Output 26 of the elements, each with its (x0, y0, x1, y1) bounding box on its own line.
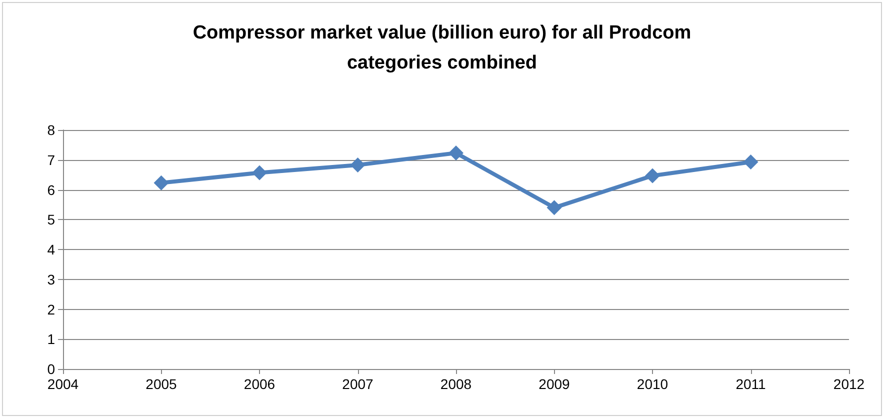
point (448, 146, 464, 161)
point (645, 168, 660, 184)
point (743, 154, 758, 170)
y-tick-label: 0 (47, 361, 56, 377)
y-tick-label: 6 (47, 182, 56, 198)
point (154, 175, 169, 190)
x-tick-label: 2007 (342, 376, 374, 392)
point (350, 157, 366, 172)
y-tick-label: 7 (47, 152, 56, 168)
y-tick-label: 8 (47, 122, 56, 138)
y-tick-label: 1 (47, 331, 56, 348)
x-tick-label: 2010 (636, 376, 668, 392)
y-tick-label: 4 (47, 242, 56, 258)
x-tick-label: 2012 (833, 376, 865, 392)
x-tick-label: 2004 (47, 376, 79, 392)
x-tick-label: 2011 (736, 376, 766, 392)
x-tick-label: 2005 (146, 376, 178, 392)
y-tick-label: 5 (47, 212, 56, 228)
point (546, 200, 562, 216)
chart-title: Compressor market value (billion euro) for all Prodcom categories combined (192, 22, 692, 74)
x-tick-label: 2009 (538, 376, 570, 392)
y-tick-label: 2 (47, 301, 56, 318)
point (252, 165, 267, 180)
x-tick-label: 2008 (440, 376, 472, 392)
x-tick-label: 2006 (244, 376, 276, 392)
y-tick-label: 3 (47, 271, 56, 288)
